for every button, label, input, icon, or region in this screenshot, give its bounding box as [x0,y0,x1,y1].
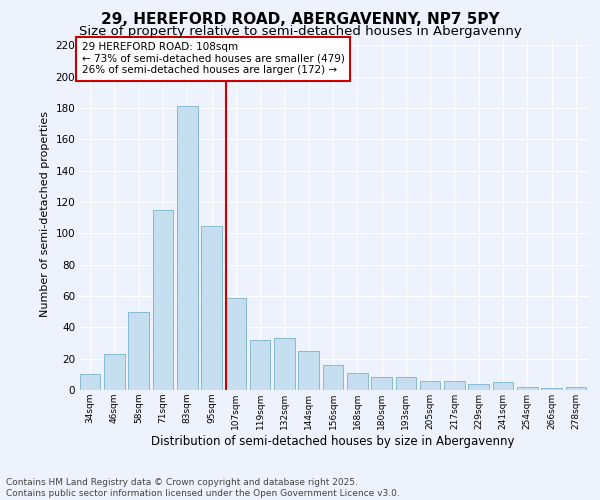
Bar [128,312,149,390]
Bar [493,382,514,390]
Text: Size of property relative to semi-detached houses in Abergavenny: Size of property relative to semi-detach… [79,25,521,38]
Text: 29, HEREFORD ROAD, ABERGAVENNY, NP7 5PY: 29, HEREFORD ROAD, ABERGAVENNY, NP7 5PY [101,12,499,28]
Bar [201,226,222,390]
Bar [566,387,586,390]
Bar [250,340,271,390]
Bar [517,387,538,390]
Bar [469,384,489,390]
Bar [395,378,416,390]
Bar [104,354,125,390]
Bar [80,374,100,390]
Bar [420,380,440,390]
Bar [541,388,562,390]
Bar [298,351,319,390]
Bar [347,373,368,390]
Bar [371,378,392,390]
X-axis label: Distribution of semi-detached houses by size in Abergavenny: Distribution of semi-detached houses by … [151,434,515,448]
Bar [177,106,197,390]
Bar [226,298,246,390]
Bar [323,365,343,390]
Bar [152,210,173,390]
Text: Contains HM Land Registry data © Crown copyright and database right 2025.
Contai: Contains HM Land Registry data © Crown c… [6,478,400,498]
Y-axis label: Number of semi-detached properties: Number of semi-detached properties [40,111,50,317]
Bar [444,380,465,390]
Text: 29 HEREFORD ROAD: 108sqm
← 73% of semi-detached houses are smaller (479)
26% of : 29 HEREFORD ROAD: 108sqm ← 73% of semi-d… [82,42,344,76]
Bar [274,338,295,390]
